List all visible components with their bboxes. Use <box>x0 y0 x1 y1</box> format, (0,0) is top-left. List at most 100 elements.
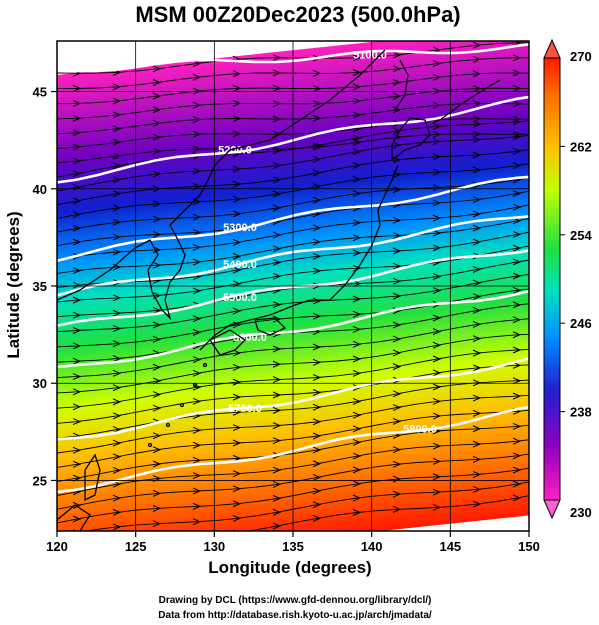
wind-arrowhead <box>392 417 402 425</box>
contour-label: 5300.0 <box>223 222 257 234</box>
wind-arrowhead <box>272 245 282 253</box>
wind-arrowhead <box>112 369 122 377</box>
wind-arrowhead <box>152 489 162 497</box>
wind-arrowhead <box>192 130 202 138</box>
wind-arrowhead <box>352 438 362 446</box>
wind-arrowhead <box>312 142 322 149</box>
wind-arrowhead <box>272 54 282 62</box>
wind-arrowhead <box>72 342 82 350</box>
wind-arrowhead <box>432 273 442 281</box>
wind-arrowhead <box>312 114 322 122</box>
wind-arrowhead <box>432 412 442 420</box>
wind-arrowhead <box>312 155 322 163</box>
wind-arrowhead <box>112 190 122 198</box>
wind-arrowhead <box>352 425 362 433</box>
wind-arrowhead <box>432 369 442 377</box>
wind-arrowhead <box>272 231 282 239</box>
contour-label: 5500.0 <box>223 292 257 304</box>
wind-arrowhead <box>192 518 202 526</box>
wind-arrowhead <box>512 115 522 123</box>
wind-arrowhead <box>512 54 522 62</box>
wind-arrowhead <box>392 404 402 411</box>
wind-arrowhead <box>232 266 242 274</box>
wind-arrowhead <box>272 360 282 368</box>
wind-arrowhead <box>472 136 482 144</box>
wind-arrowhead <box>193 534 200 540</box>
streamline <box>57 204 529 260</box>
wind-arrowhead <box>112 248 122 256</box>
wind-arrowhead <box>352 310 362 318</box>
wind-arrowhead <box>472 293 482 301</box>
wind-arrowhead <box>152 460 162 468</box>
x-tick-label: 150 <box>518 539 540 554</box>
wind-arrowhead <box>472 115 482 123</box>
streamline <box>57 57 529 89</box>
wind-arrowhead <box>272 480 282 488</box>
colorbar-tick-label: 254 <box>570 228 592 243</box>
wind-arrowhead <box>352 480 362 488</box>
wind-arrowhead <box>272 162 282 170</box>
wind-arrowhead <box>232 349 242 357</box>
streamline <box>245 495 529 531</box>
wind-arrowhead <box>432 73 442 81</box>
coastlines <box>57 49 501 531</box>
colorbar-tick-label: 270 <box>570 49 592 64</box>
wind-streamlines <box>57 41 529 540</box>
streamline <box>57 379 529 439</box>
wind-arrowhead <box>432 442 442 450</box>
wind-arrowhead <box>312 403 322 411</box>
streamline <box>57 231 529 289</box>
wind-arrowhead <box>312 460 322 468</box>
wind-arrowhead <box>112 325 122 332</box>
wind-arrowhead <box>232 393 242 401</box>
wind-arrowhead <box>112 152 122 160</box>
wind-arrowhead <box>312 312 322 320</box>
wind-arrowhead <box>232 130 242 138</box>
wind-arrowhead <box>232 195 242 203</box>
height-contour <box>57 215 529 297</box>
wind-arrowhead <box>512 331 522 339</box>
wind-arrowhead <box>72 267 82 275</box>
wind-arrowhead <box>72 170 82 178</box>
contour-label: 5600.0 <box>233 332 267 344</box>
colorbar-upper-extension <box>543 38 561 59</box>
wind-arrowhead <box>272 84 282 92</box>
streamline <box>57 439 529 496</box>
contour-label: 5700.0 <box>228 403 262 415</box>
wind-arrowhead <box>272 315 282 323</box>
wind-arrowhead <box>312 358 322 366</box>
wind-arrowhead <box>232 424 242 432</box>
wind-arrowhead <box>272 204 282 212</box>
streamline <box>57 453 529 510</box>
wind-arrowhead <box>232 84 242 92</box>
wind-arrowhead <box>512 346 522 354</box>
wind-arrowhead <box>312 297 322 305</box>
wind-arrowhead <box>272 69 282 77</box>
wind-arrowhead <box>512 203 522 211</box>
wind-arrowhead <box>232 500 242 508</box>
height-contour <box>57 43 529 73</box>
wind-arrowhead <box>512 272 522 280</box>
wind-arrowhead <box>112 340 122 348</box>
wind-arrowhead <box>232 70 242 78</box>
wind-arrowhead <box>472 120 482 128</box>
x-tick-label: 125 <box>125 539 147 554</box>
wind-arrowhead <box>112 83 122 91</box>
wind-arrowhead <box>392 141 402 149</box>
wind-arrowhead <box>392 51 402 59</box>
wind-arrowhead <box>432 488 442 496</box>
wind-arrowhead <box>392 475 402 483</box>
wind-arrowhead <box>232 239 242 246</box>
wind-arrowhead <box>432 199 442 207</box>
wind-arrowhead <box>112 398 122 406</box>
wind-arrowhead <box>272 376 282 384</box>
streamline <box>57 163 529 219</box>
wind-arrowhead <box>472 440 482 448</box>
wind-arrowhead <box>192 287 202 295</box>
wind-arrowhead <box>192 383 202 391</box>
wind-arrowhead <box>392 262 402 270</box>
wind-arrowhead <box>392 232 402 240</box>
wind-arrowhead <box>192 73 202 81</box>
streamline <box>57 364 529 424</box>
wind-arrowhead <box>112 176 122 184</box>
